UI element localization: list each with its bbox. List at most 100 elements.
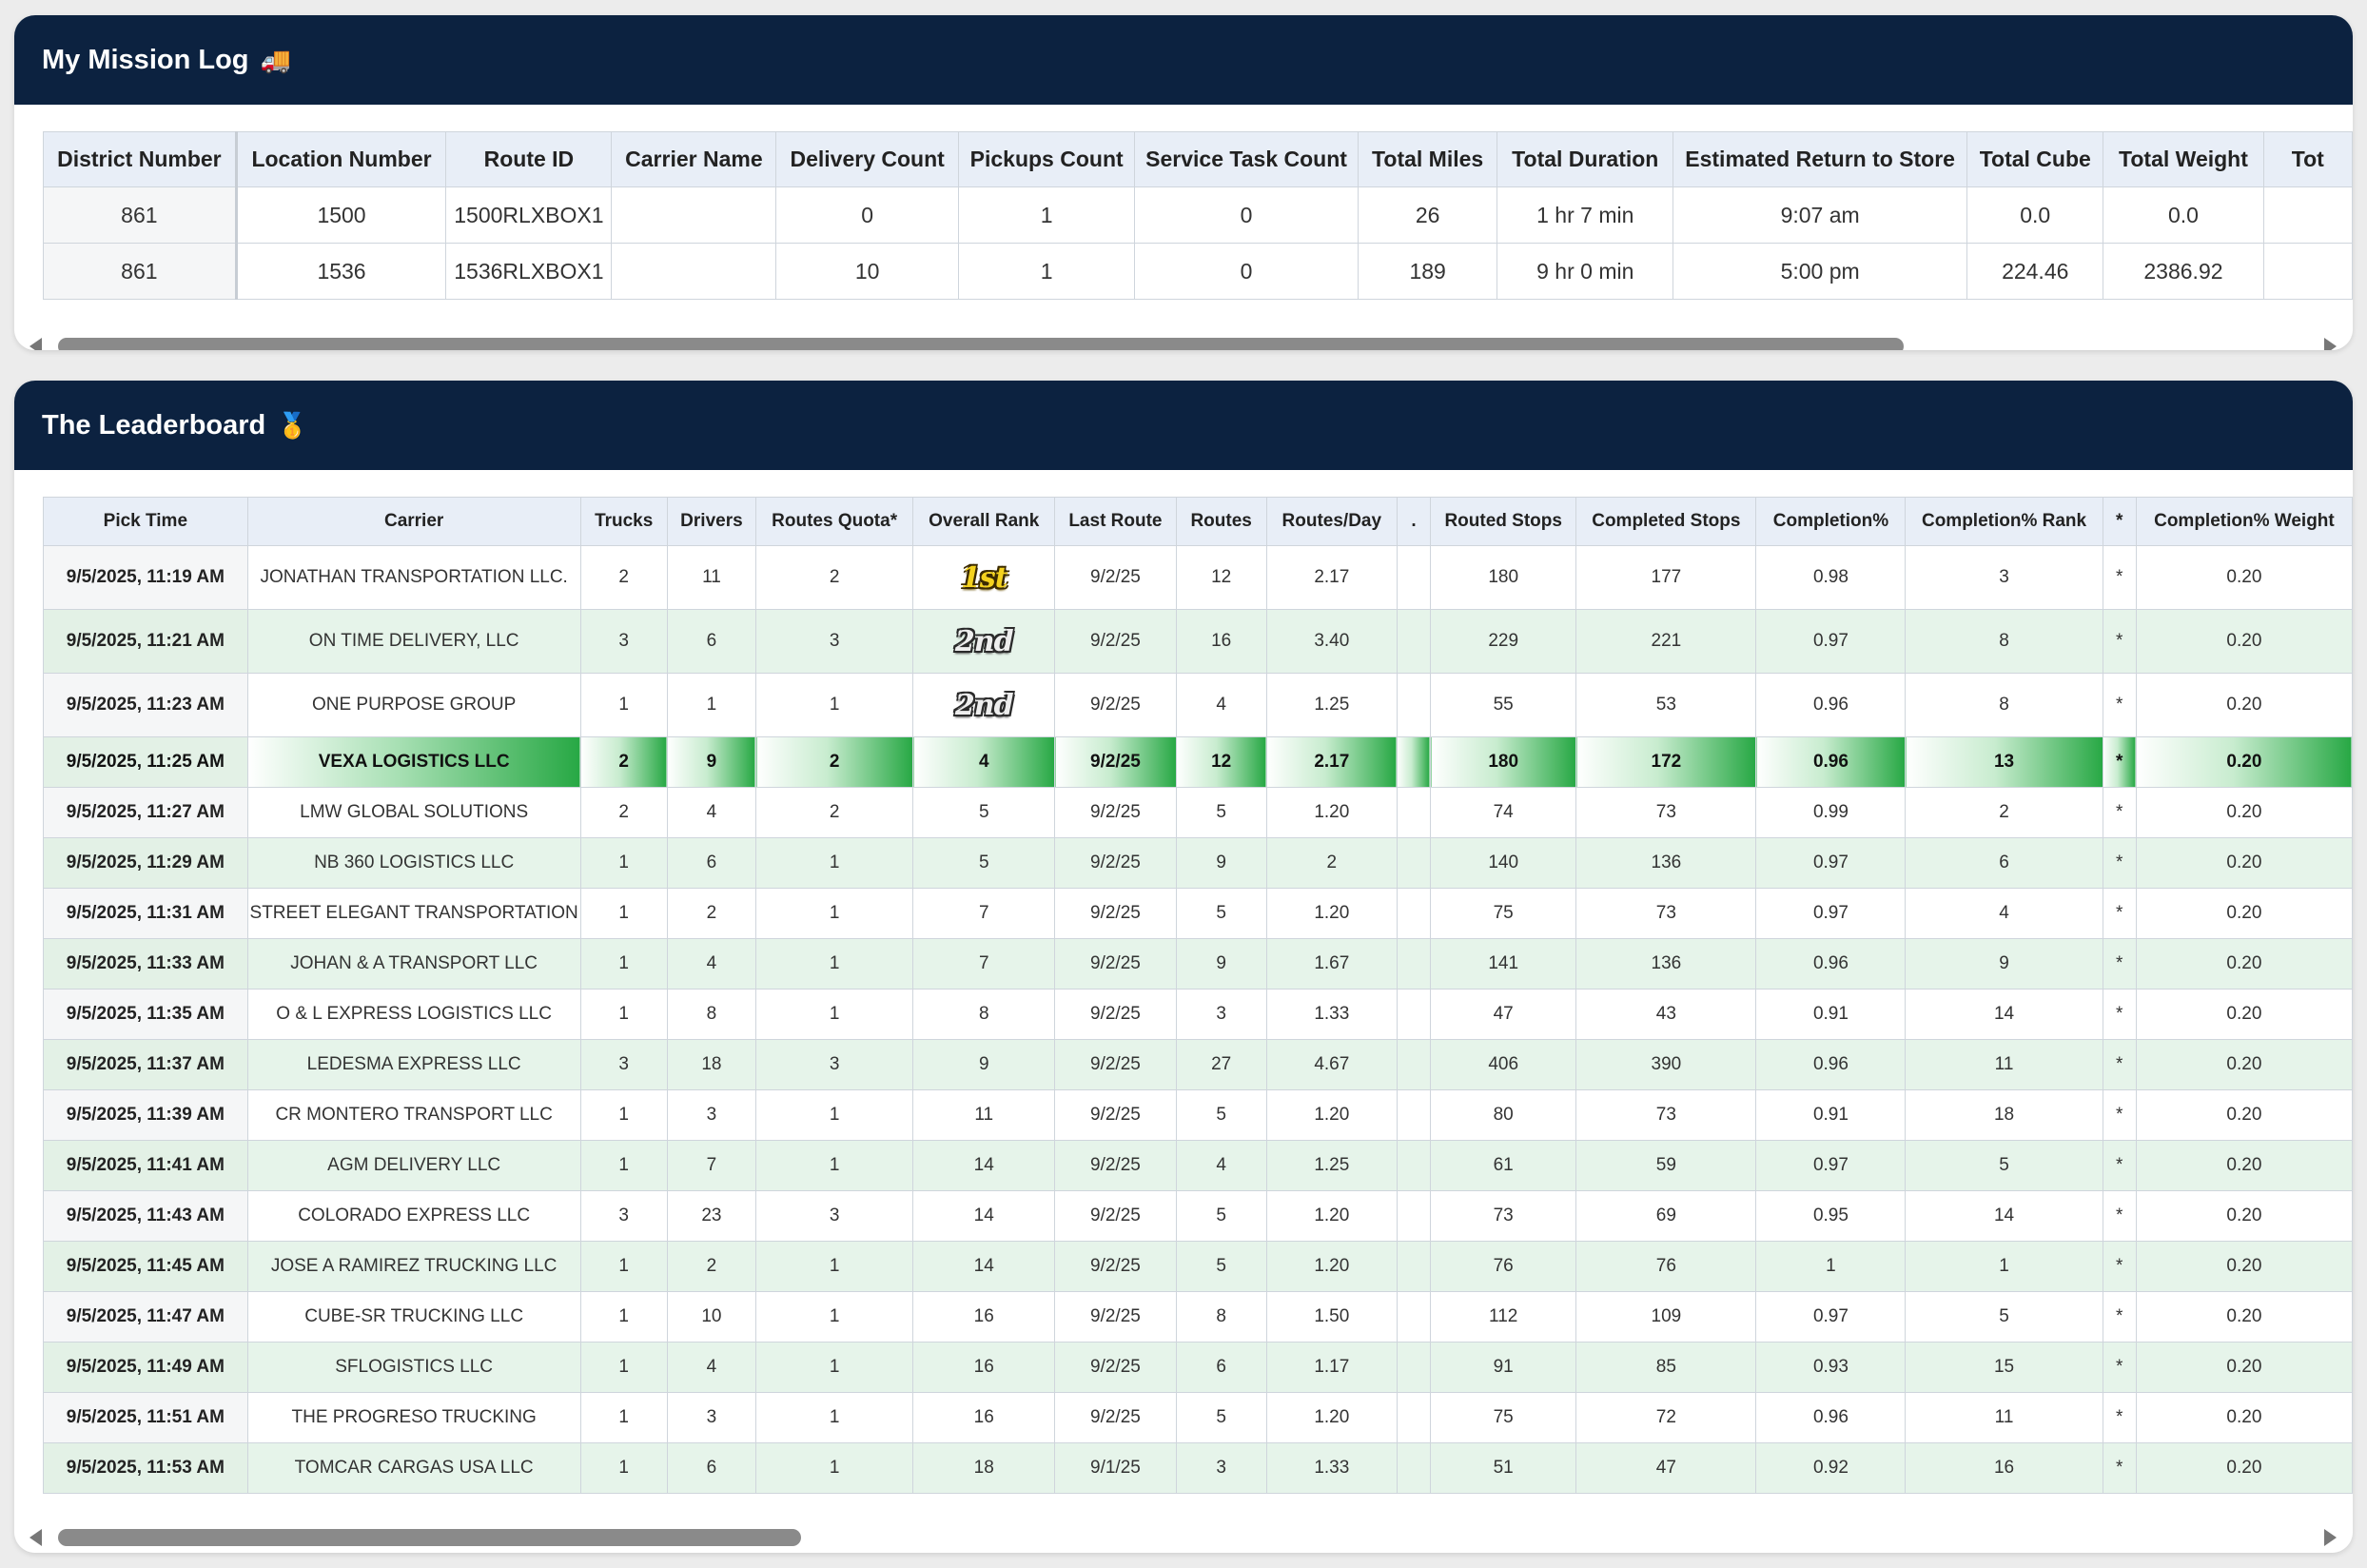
mission-table-viewport[interactable]: District Number Location Number Route ID Ca…: [43, 131, 2353, 314]
pct_rank-cell: 15: [1905, 1342, 2103, 1393]
pct_rank-cell: 8: [1905, 609, 2103, 674]
dot-cell: [1396, 1140, 1432, 1191]
quota-cell: 2: [755, 736, 914, 788]
routes-cell: 5: [1175, 1241, 1267, 1292]
mission-horizontal-scrollbar[interactable]: [14, 329, 2353, 350]
quota-cell: 1: [755, 888, 914, 939]
pct-cell: 0.96: [1755, 673, 1907, 737]
pct_rank-cell: 9: [1905, 938, 2103, 990]
leaderboard-row: 9/5/2025, 11:35 AM O & L EXPRESS LOGISTIC…: [43, 989, 2353, 1040]
trucks-cell: 3: [579, 1039, 668, 1090]
truck-icon: 🚚: [260, 45, 291, 74]
routes-cell: 9: [1175, 837, 1267, 889]
routed-cell: 140: [1430, 837, 1577, 889]
table-cell: 1500RLXBOX1: [445, 186, 613, 244]
weight-cell: 0.20: [2135, 736, 2353, 788]
column-header: Drivers: [666, 497, 757, 546]
scroll-thumb[interactable]: [58, 1529, 801, 1546]
star-cell: *: [2102, 1342, 2137, 1393]
dot-cell: [1396, 545, 1432, 610]
completed-cell: 109: [1575, 1291, 1757, 1343]
rpd-cell: 2: [1265, 837, 1398, 889]
arrow-left-icon[interactable]: [29, 338, 42, 350]
rpd-cell: 1.20: [1265, 1190, 1398, 1242]
carrier-cell: ONE PURPOSE GROUP: [246, 673, 581, 737]
weight-cell: 0.20: [2135, 1140, 2353, 1191]
table-cell: [2262, 186, 2353, 244]
routed-cell: 91: [1430, 1342, 1577, 1393]
carrier-cell: THE PROGRESO TRUCKING: [246, 1392, 581, 1443]
rpd-cell: 1.20: [1265, 787, 1398, 838]
arrow-right-icon[interactable]: [2324, 338, 2337, 350]
time-cell: 9/5/2025, 11:45 AM: [43, 1241, 248, 1292]
leaderboard-row: 9/5/2025, 11:25 AM VEXA LOGISTICS LLC 2 9 2 4…: [43, 736, 2353, 788]
arrow-left-icon[interactable]: [29, 1529, 42, 1546]
carrier-cell: LMW GLOBAL SOLUTIONS: [246, 787, 581, 838]
rpd-cell: 1.20: [1265, 888, 1398, 939]
routed-cell: 47: [1430, 989, 1577, 1040]
routed-cell: 76: [1430, 1241, 1577, 1292]
dot-cell: [1396, 1392, 1432, 1443]
column-header: Completed Stops: [1575, 497, 1757, 546]
star-cell: *: [2102, 1140, 2137, 1191]
carrier-cell: ON TIME DELIVERY, LLC: [246, 609, 581, 674]
completed-cell: 53: [1575, 673, 1757, 737]
quota-cell: 3: [755, 609, 914, 674]
last-cell: 9/2/25: [1054, 545, 1177, 610]
leaderboard-row: 9/5/2025, 11:23 AM ONE PURPOSE GROUP 1 1 1 2n…: [43, 673, 2353, 737]
column-header: Overall Rank: [912, 497, 1056, 546]
column-header: Completion% Weight: [2135, 497, 2353, 546]
column-header: Carrier: [246, 497, 581, 546]
scroll-track[interactable]: [58, 338, 2309, 350]
dot-cell: [1396, 1190, 1432, 1242]
pct-cell: 0.97: [1755, 888, 1907, 939]
star-cell: *: [2102, 1392, 2137, 1443]
rank-cell: 14: [912, 1190, 1056, 1242]
trucks-cell: 2: [579, 736, 668, 788]
routes-cell: 5: [1175, 787, 1267, 838]
column-header: Route ID: [445, 131, 613, 187]
rpd-cell: 1.50: [1265, 1291, 1398, 1343]
routed-cell: 180: [1430, 736, 1577, 788]
table-cell: 9 hr 0 min: [1496, 243, 1674, 300]
rpd-cell: 1.33: [1265, 1442, 1398, 1494]
time-cell: 9/5/2025, 11:51 AM: [43, 1392, 248, 1443]
mission-log-header: My Mission Log 🚚: [14, 15, 2353, 105]
drivers-cell: 8: [666, 989, 757, 1040]
rank-cell: 2nd: [912, 673, 1056, 737]
routes-cell: 5: [1175, 1190, 1267, 1242]
arrow-right-icon[interactable]: [2324, 1529, 2337, 1546]
table-cell: 1 hr 7 min: [1496, 186, 1674, 244]
leaderboard-row: 9/5/2025, 11:19 AM JONATHAN TRANSPORTATIO…: [43, 545, 2353, 610]
table-cell: 10: [775, 243, 959, 300]
leaderboard-row: 9/5/2025, 11:45 AM JOSE A RAMIREZ TRUCKIN…: [43, 1241, 2353, 1292]
rank-badge-silver: 2nd: [954, 624, 1014, 658]
leaderboard-table-viewport[interactable]: Pick Time Carrier Trucks Drivers Routes Quot…: [43, 497, 2353, 1507]
drivers-cell: 4: [666, 938, 757, 990]
leaderboard-horizontal-scrollbar[interactable]: [14, 1520, 2353, 1553]
dot-cell: [1396, 1039, 1432, 1090]
drivers-cell: 4: [666, 787, 757, 838]
dot-cell: [1396, 837, 1432, 889]
scroll-thumb[interactable]: [58, 338, 1904, 350]
rpd-cell: 1.25: [1265, 673, 1398, 737]
column-header: Total Weight: [2103, 131, 2264, 187]
rpd-cell: 1.33: [1265, 989, 1398, 1040]
pct_rank-cell: 18: [1905, 1089, 2103, 1141]
table-cell: 0: [775, 186, 959, 244]
quota-cell: 2: [755, 545, 914, 610]
carrier-cell: LEDESMA EXPRESS LLC: [246, 1039, 581, 1090]
rank-cell: 8: [912, 989, 1056, 1040]
pct-cell: 0.96: [1755, 938, 1907, 990]
routes-cell: 6: [1175, 1342, 1267, 1393]
routes-cell: 8: [1175, 1291, 1267, 1343]
pct_rank-cell: 11: [1905, 1392, 2103, 1443]
star-cell: *: [2102, 545, 2137, 610]
routed-cell: 55: [1430, 673, 1577, 737]
scroll-track[interactable]: [58, 1529, 2309, 1546]
completed-cell: 85: [1575, 1342, 1757, 1393]
completed-cell: 72: [1575, 1392, 1757, 1443]
last-cell: 9/2/25: [1054, 787, 1177, 838]
rpd-cell: 1.20: [1265, 1089, 1398, 1141]
leaderboard-row: 9/5/2025, 11:37 AM LEDESMA EXPRESS LLC 3 18…: [43, 1039, 2353, 1090]
